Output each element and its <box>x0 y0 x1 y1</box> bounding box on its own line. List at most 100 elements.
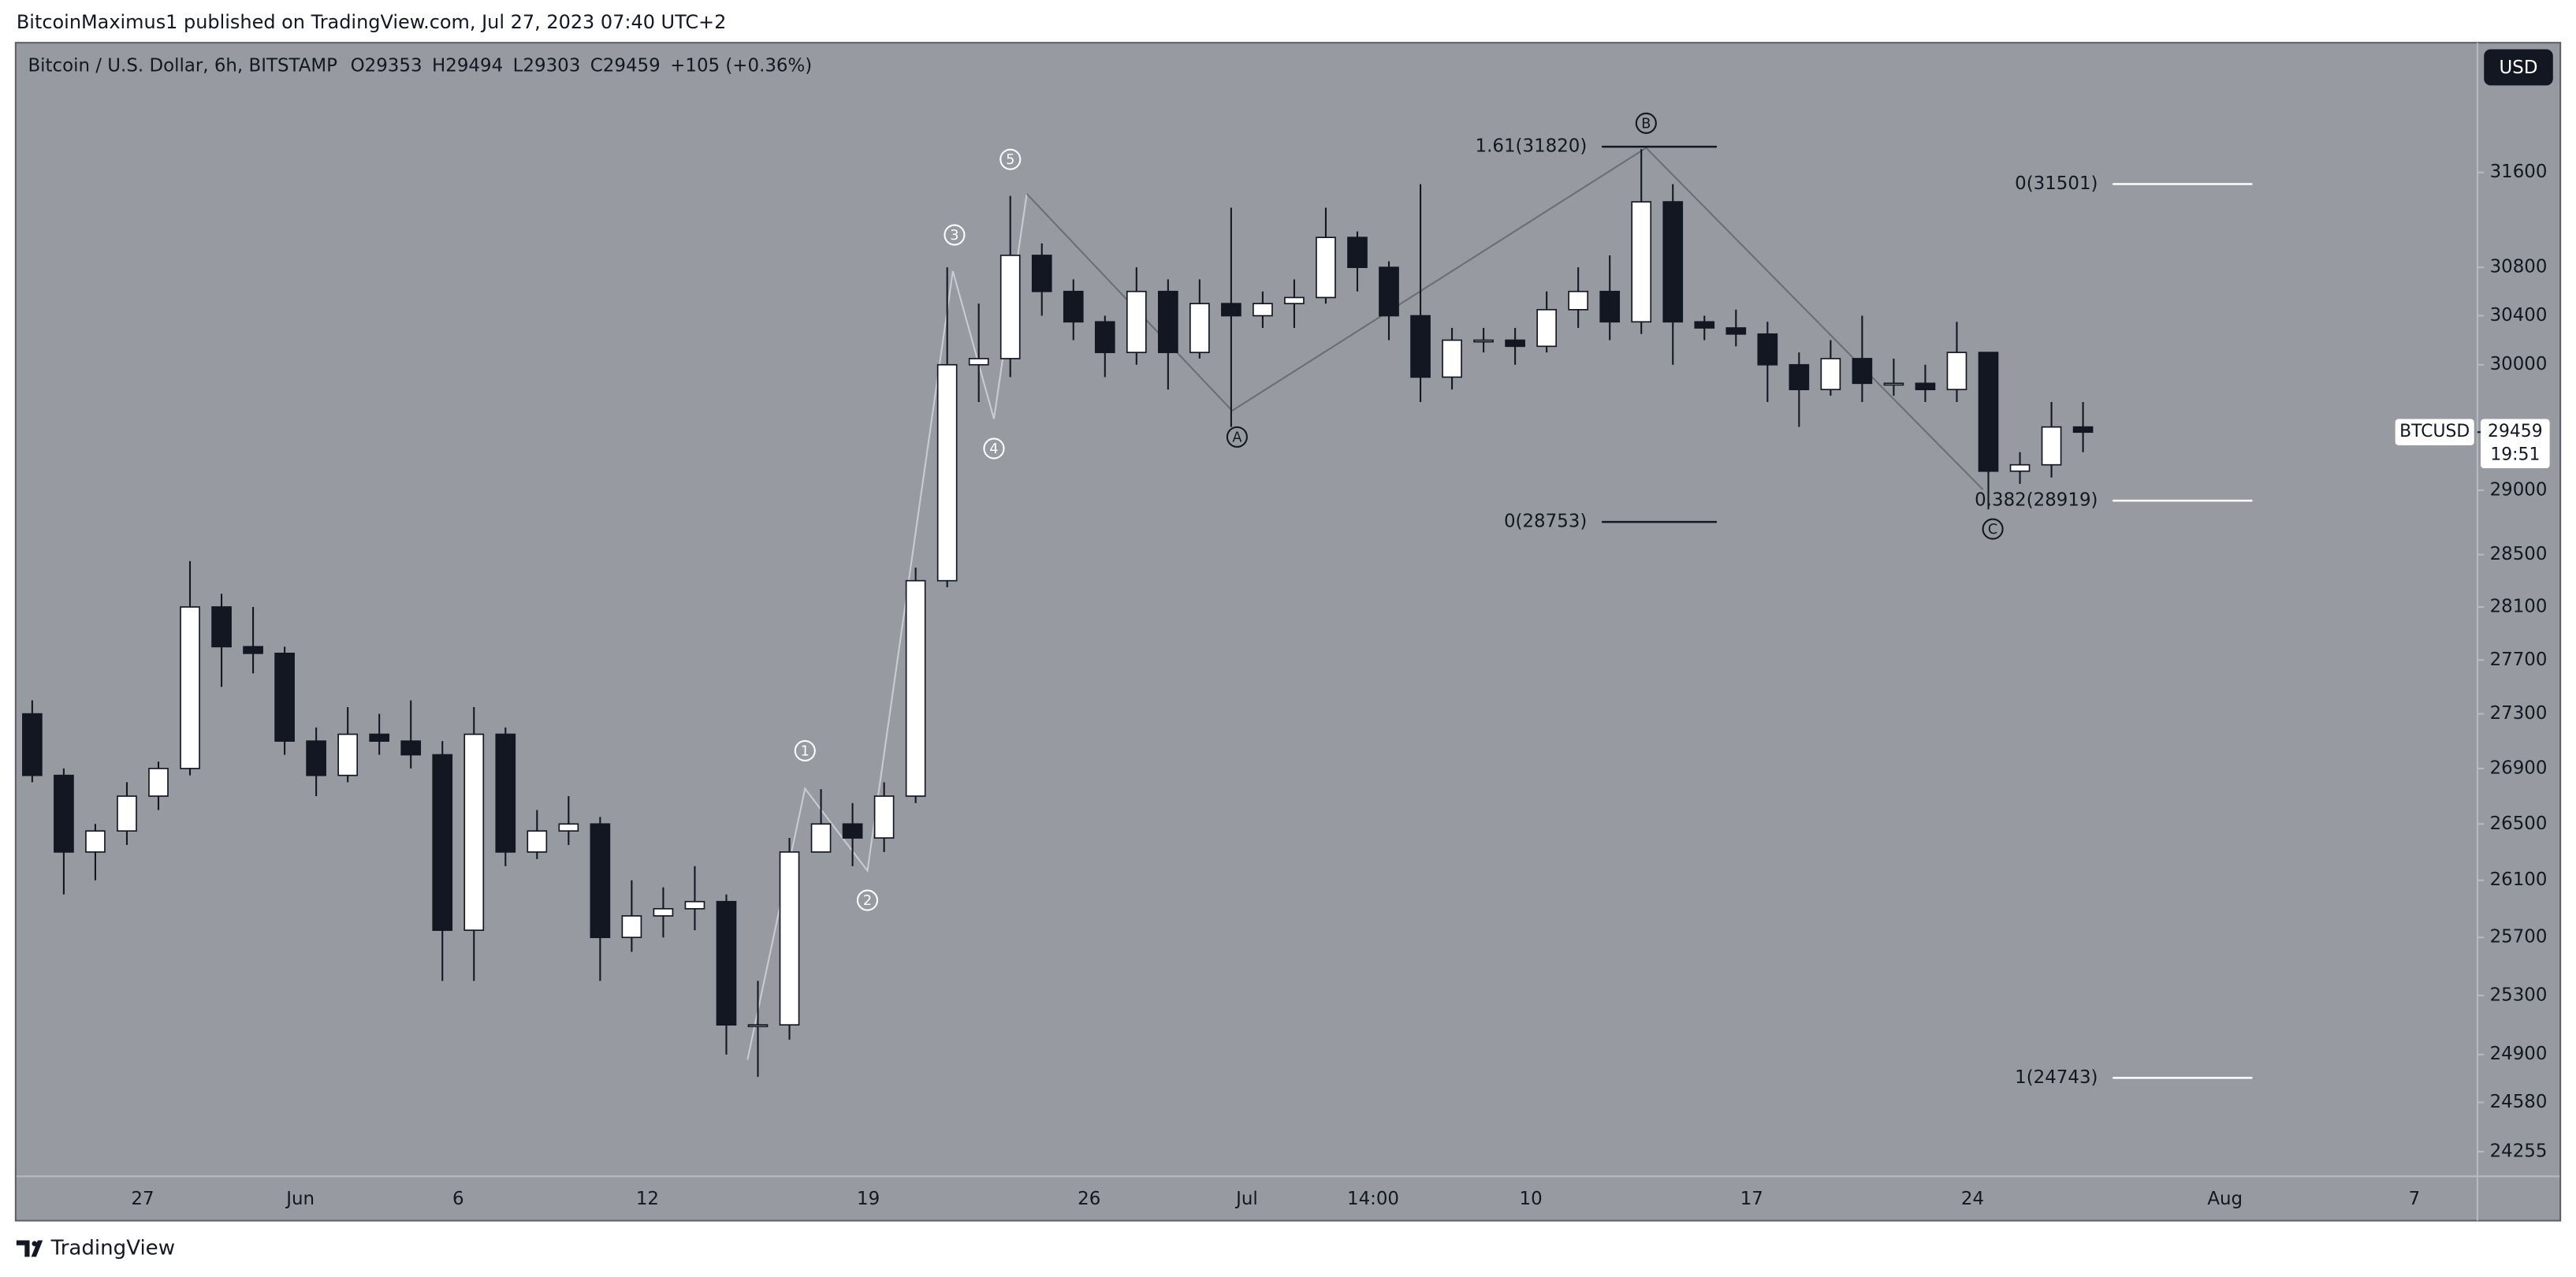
y-tick-label: 26900 <box>2490 758 2548 778</box>
y-tick-label: 29000 <box>2490 479 2548 500</box>
candle-body <box>1126 290 1147 353</box>
fib-label: 1(24743) <box>2015 1067 2098 1088</box>
ohlc-key: O <box>351 55 365 76</box>
candle-body <box>2072 426 2094 434</box>
wave-circle <box>1982 518 2004 540</box>
x-tick-label: 14:00 <box>1347 1189 1399 1209</box>
y-tick-label: 26100 <box>2490 869 2548 890</box>
candle-body <box>1599 290 1621 323</box>
fib-label: 0.382(28919) <box>1975 490 2098 511</box>
x-tick-label: 27 <box>131 1189 154 1209</box>
candle-body <box>274 653 295 742</box>
candle-body <box>936 363 958 582</box>
symbol-tag-label: BTCUSD <box>2399 422 2470 441</box>
x-tick-label: 10 <box>1520 1189 1543 1209</box>
currency-button[interactable] <box>2484 49 2553 86</box>
candle-body <box>1505 339 1525 348</box>
candle-body <box>1536 308 1557 348</box>
candle-body <box>905 579 926 797</box>
wave-label: A <box>1232 430 1241 445</box>
ohlc-key: L <box>513 55 523 76</box>
x-tick-label: Jul <box>1234 1189 1258 1209</box>
ohlc-value: 29303 <box>523 55 580 76</box>
wave-label: B <box>1641 116 1651 132</box>
x-tick-label: 7 <box>2409 1189 2421 1209</box>
candle-body <box>1347 236 1368 268</box>
price-tag-value: 29459 <box>2488 422 2543 441</box>
candle-body <box>1915 382 1936 390</box>
candle-body <box>810 823 832 853</box>
y-tick-label: 25700 <box>2490 927 2548 948</box>
candle-body <box>1946 352 1967 390</box>
candle-body <box>1000 255 1021 359</box>
fib-label: 0(31501) <box>2015 173 2098 194</box>
fib-label: 1.61(31820) <box>1476 136 1588 157</box>
ohlc-value: 29459 <box>603 55 661 76</box>
y-tick-label: 24900 <box>2490 1044 2548 1064</box>
wave-circle <box>944 224 966 246</box>
symbol-legend: Bitcoin / U.S. Dollar, 6h, BITSTAMP O2935… <box>28 55 812 76</box>
candle-body <box>54 774 74 853</box>
candle-body <box>180 606 200 769</box>
candle-body <box>1852 358 1873 385</box>
y-tick-label: 30800 <box>2490 257 2548 277</box>
price-tag <box>2481 419 2550 469</box>
y-tick-label: 30000 <box>2490 354 2548 374</box>
y-tick-label: 27300 <box>2490 703 2548 724</box>
candle-body <box>1442 339 1462 378</box>
x-tick-label: Aug <box>2207 1189 2243 1209</box>
y-tick-label: 30400 <box>2490 305 2548 326</box>
wave-label: 1 <box>801 743 810 759</box>
wave-label: 4 <box>989 441 998 457</box>
candle-body <box>1063 290 1084 323</box>
candle-body <box>1031 255 1052 292</box>
x-tick-label: 6 <box>452 1189 464 1209</box>
brand-logo-dot <box>32 1241 38 1247</box>
candle-body <box>1662 201 1684 323</box>
candle-body <box>1978 352 1999 472</box>
y-tick-label: 24580 <box>2490 1092 2548 1112</box>
candle-body <box>306 740 326 776</box>
y-tick-label: 24255 <box>2490 1141 2548 1161</box>
candle-body <box>463 733 485 931</box>
candle-body <box>495 733 516 853</box>
wave-label: C <box>1988 522 1997 538</box>
wave-label: 3 <box>950 228 959 244</box>
fib-label: 0(28753) <box>1504 512 1587 532</box>
y-tick-label: 25300 <box>2490 985 2548 1005</box>
candle-body <box>873 795 895 839</box>
wave-circle <box>1226 426 1248 448</box>
x-tick-label: 24 <box>1961 1189 1984 1209</box>
published-line: BitcoinMaximus1 published on TradingView… <box>17 11 726 33</box>
candle-body <box>590 823 611 939</box>
candle-body <box>117 795 137 832</box>
y-tick-label: 28500 <box>2490 544 2548 564</box>
candle-body <box>1725 327 1747 335</box>
ohlc-key: H <box>432 55 445 76</box>
y-tick-label: 31600 <box>2490 162 2548 182</box>
y-tick-label: 28100 <box>2490 596 2548 616</box>
candle-body <box>621 915 642 939</box>
candle-body <box>1631 201 1652 323</box>
candle-body <box>1820 358 1841 390</box>
candle-body <box>243 646 263 654</box>
candle-body <box>1221 303 1241 317</box>
candle-body <box>684 900 705 910</box>
y-tick-label: 27700 <box>2490 650 2548 670</box>
currency-label[interactable]: USD <box>2500 58 2538 78</box>
candle-body <box>1473 339 1494 343</box>
wave-circle <box>1635 112 1657 134</box>
candle-body <box>369 733 390 742</box>
x-tick-label: 12 <box>636 1189 659 1209</box>
candle-body <box>432 754 453 931</box>
wave-circle <box>794 739 816 761</box>
symbol-title: Bitcoin / U.S. Dollar, 6h, BITSTAMP <box>28 55 337 76</box>
candle-body <box>400 740 422 756</box>
wave-circle <box>1000 148 1022 170</box>
candle-body <box>1410 315 1431 378</box>
symbol-tag <box>2395 419 2474 445</box>
candle-body <box>1883 382 1904 386</box>
footer: TradingView <box>16 1236 175 1260</box>
wave-label: 2 <box>863 893 872 909</box>
